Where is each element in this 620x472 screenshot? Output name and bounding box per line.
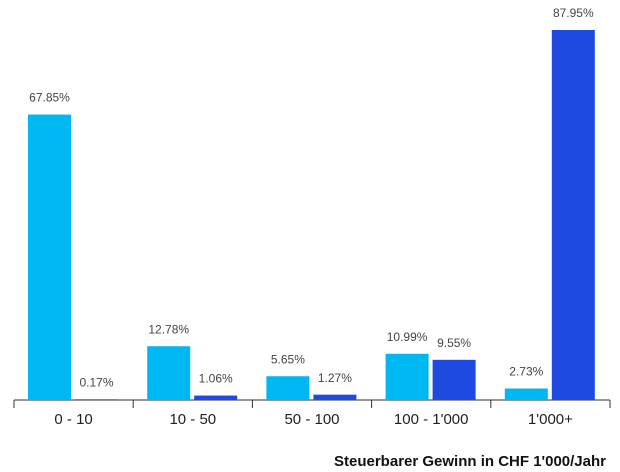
bar [266, 376, 310, 400]
data-label: 12.78% [148, 322, 189, 336]
data-label: 5.65% [271, 352, 305, 366]
data-label: 1.27% [318, 371, 352, 385]
bar [28, 114, 71, 400]
data-label: 9.55% [437, 336, 471, 350]
bar [551, 30, 595, 400]
data-label: 67.85% [29, 91, 70, 105]
x-tick-label: 50 - 100 [284, 411, 339, 428]
bar [75, 399, 118, 400]
x-tick-label: 1'000+ [528, 411, 573, 428]
data-label: 1.06% [199, 372, 233, 386]
x-axis-title: Steuerbarer Gewinn in CHF 1'000/Jahr [334, 453, 606, 470]
bar [432, 359, 476, 400]
data-label: 2.73% [509, 365, 543, 379]
bar [504, 388, 548, 400]
bar [194, 395, 238, 400]
data-label: 0.17% [79, 375, 113, 389]
data-label: 10.99% [387, 330, 428, 344]
bar [313, 394, 357, 400]
x-tick-label: 0 - 10 [54, 411, 92, 428]
x-tick-label: 100 - 1'000 [394, 411, 469, 428]
bar [385, 353, 429, 400]
data-label: 87.95% [553, 6, 594, 20]
bar [147, 346, 191, 400]
x-tick-label: 10 - 50 [169, 411, 216, 428]
